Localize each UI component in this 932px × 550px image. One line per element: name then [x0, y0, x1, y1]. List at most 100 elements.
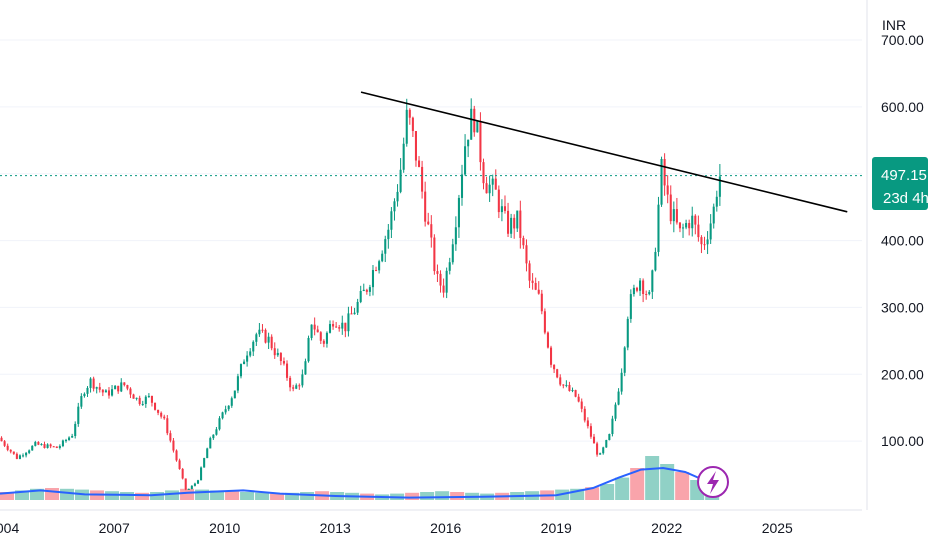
volume-bar	[675, 472, 690, 500]
volume-bar	[15, 490, 30, 500]
y-tick-label: 100.00	[881, 433, 924, 449]
candle-body	[6, 445, 9, 450]
candle-body	[86, 387, 89, 394]
candle-body	[513, 217, 516, 229]
candle-body	[651, 270, 654, 292]
candle-body	[503, 206, 507, 211]
candle-body	[553, 364, 556, 370]
candle-body	[599, 453, 602, 455]
countdown-label: 23d 4h	[883, 190, 929, 207]
candle-body	[685, 223, 688, 228]
volume-bar	[450, 492, 465, 500]
candle-body	[691, 215, 694, 229]
volume-bar	[165, 490, 180, 500]
candle-body	[52, 446, 55, 448]
candle-body	[298, 385, 301, 387]
candle-body	[648, 291, 651, 295]
candle-body	[89, 378, 92, 388]
volume-bar	[300, 492, 315, 500]
y-tick-label: 300.00	[881, 299, 924, 315]
candle-body	[445, 270, 448, 293]
y-tick-label: 600.00	[881, 99, 924, 115]
candle-body	[0, 437, 3, 442]
candle-body	[442, 285, 445, 293]
candle-body	[556, 369, 559, 378]
candle-body	[181, 468, 184, 479]
candle-body	[378, 261, 381, 271]
candle-body	[267, 336, 270, 343]
candle-body	[592, 436, 596, 444]
candle-body	[371, 270, 375, 288]
candle-body	[549, 347, 553, 365]
candle-body	[460, 174, 464, 198]
candle-body	[224, 409, 227, 413]
candle-body	[528, 263, 531, 281]
candle-body	[310, 324, 313, 338]
candle-body	[135, 397, 138, 399]
candle-body	[3, 441, 6, 446]
candle-body	[611, 418, 614, 435]
candle-body	[123, 382, 126, 386]
candle-body	[703, 244, 706, 246]
candle-body	[408, 109, 411, 118]
lightning-bolt-icon[interactable]	[697, 466, 729, 498]
candle-body	[375, 270, 378, 272]
candle-body	[568, 384, 571, 391]
candle-body	[114, 385, 117, 390]
candle-body	[221, 412, 224, 419]
trendline[interactable]	[360, 91, 848, 213]
candle-body	[359, 290, 362, 302]
candle-body	[433, 237, 436, 272]
candle-body	[562, 384, 565, 386]
candle-body	[95, 387, 98, 389]
volume-bar	[0, 492, 15, 500]
candle-body	[488, 184, 491, 194]
candle-body	[172, 440, 175, 451]
candle-body	[187, 488, 190, 490]
candle-body	[467, 139, 470, 147]
candle-body	[203, 458, 206, 468]
candle-body	[540, 293, 543, 312]
candle-body	[325, 332, 328, 344]
x-tick-label: 2004	[0, 520, 19, 536]
y-tick-label: 400.00	[881, 233, 924, 249]
candle-body	[642, 280, 645, 294]
time-axis[interactable]: 2004 2007 2010 2013 2016 2019 2022 2025	[0, 0, 868, 536]
candle-body	[362, 289, 365, 291]
candle-body	[193, 483, 196, 486]
candle-body	[571, 390, 574, 392]
candle-body	[153, 402, 157, 410]
volume-bar	[225, 491, 240, 500]
candle-body	[712, 206, 715, 224]
candle-body	[417, 160, 421, 167]
candle-body	[178, 460, 181, 469]
candle-body	[414, 131, 417, 161]
candle-body	[715, 196, 718, 207]
candle-body	[83, 393, 86, 397]
candle-body	[46, 444, 49, 448]
candle-body	[669, 194, 672, 222]
currency-label: INR	[882, 17, 906, 33]
candle-body	[132, 394, 135, 399]
candle-body	[21, 455, 25, 457]
price-axis[interactable]: 100.00200.00300.00400.00500.00600.00700.…	[881, 32, 924, 449]
candle-body	[175, 450, 178, 461]
y-tick-label: 700.00	[881, 32, 924, 48]
candle-body	[353, 312, 356, 315]
candle-body	[270, 336, 273, 349]
volume-bar	[585, 487, 600, 500]
candle-body	[252, 341, 255, 352]
candle-body	[68, 437, 71, 441]
volume-bar	[660, 464, 675, 500]
candle-body	[559, 377, 562, 385]
candle-body	[368, 287, 371, 292]
candle-body	[574, 390, 577, 397]
candle-body	[605, 440, 608, 448]
candle-body	[301, 374, 304, 386]
x-tick-label: 2019	[541, 520, 572, 536]
candle-body	[316, 329, 319, 333]
candle-body	[464, 146, 467, 175]
candle-body	[494, 178, 497, 190]
candle-body	[313, 324, 316, 330]
